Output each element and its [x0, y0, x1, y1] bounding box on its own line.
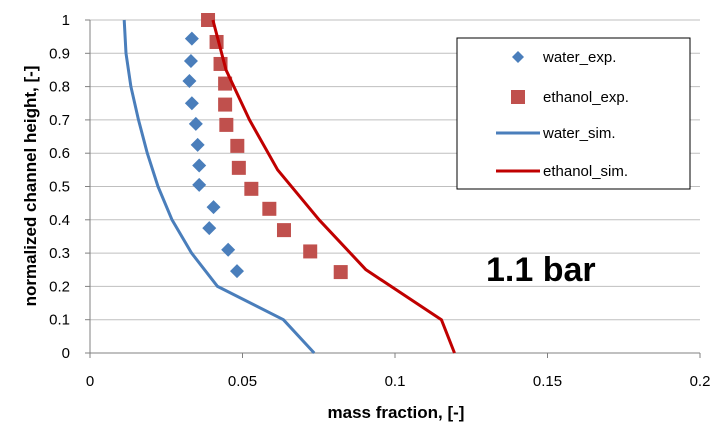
y-tick-label: 0.3: [49, 245, 70, 262]
data-point-diamond: [188, 116, 203, 131]
series-water-exp: [182, 31, 245, 279]
y-tick-label: 0.9: [49, 45, 70, 62]
data-point-diamond: [192, 177, 207, 192]
data-point-square: [218, 97, 233, 112]
legend-square-swatch: [511, 90, 525, 104]
data-point-diamond: [184, 96, 199, 111]
data-point-diamond: [190, 137, 205, 152]
series-line: [211, 19, 456, 354]
data-point-square: [231, 160, 246, 175]
data-point-square: [230, 138, 245, 153]
data-point-square: [333, 265, 348, 280]
data-point-square: [303, 244, 318, 259]
legend-diamond-swatch: [512, 51, 524, 63]
data-point-diamond: [206, 200, 221, 215]
data-point-diamond: [184, 31, 199, 46]
data-point-square: [201, 13, 216, 27]
legend-item: water_sim.: [496, 125, 616, 142]
series-ethanol-sim: [211, 19, 456, 354]
legend-label: water_sim.: [542, 125, 616, 142]
pressure-annotation: 1.1 bar: [486, 251, 596, 289]
data-point-diamond: [182, 73, 197, 88]
axes-layer: 0 0.1 0.2 0.3 0.4 0.5 0.6 0.7 0.8 0.9 1 0 0.05 0.1 0.1…: [49, 12, 710, 390]
y-tick-label: 0.8: [49, 79, 70, 96]
data-point-diamond: [183, 53, 198, 68]
data-point-square: [262, 201, 277, 216]
legend-label: ethanol_sim.: [543, 163, 628, 180]
data-point-diamond: [192, 158, 207, 173]
x-axis-title: mass fraction, [-]: [328, 403, 465, 422]
y-tick-label: 0.1: [49, 312, 70, 329]
y-tick-label: 0.2: [49, 278, 70, 295]
y-axis-title: normalized channel height, [-]: [21, 66, 40, 307]
series-water-sim: [122, 19, 316, 355]
legend-label: water_exp.: [542, 49, 616, 66]
legend-item: water_exp.: [512, 49, 616, 66]
series-line: [122, 19, 316, 355]
y-tick-label: 0.6: [49, 145, 70, 162]
y-tick-label: 0.4: [49, 212, 70, 229]
data-point-square: [244, 181, 259, 196]
x-tick-label: 0.2: [690, 373, 711, 390]
legend-item: ethanol_sim.: [496, 163, 628, 180]
legend: water_exp. ethanol_exp. water_sim. ethanol_…: [456, 37, 691, 190]
data-point-diamond: [230, 264, 245, 279]
legend-box: [456, 37, 691, 190]
x-tick-label: 0: [86, 373, 94, 390]
data-point-square: [219, 117, 234, 132]
y-tick-label: 0: [62, 345, 70, 362]
series-ethanol-exp: [201, 13, 348, 280]
x-tick-label: 0.15: [533, 373, 562, 390]
y-tick-label: 0.5: [49, 179, 70, 196]
y-tick-label: 1: [62, 12, 70, 29]
data-point-square: [276, 223, 291, 238]
data-point-square: [218, 76, 233, 91]
data-point-diamond: [221, 242, 236, 257]
x-tick-label: 0.1: [385, 373, 406, 390]
x-tick-label: 0.05: [228, 373, 257, 390]
legend-label: ethanol_exp.: [543, 89, 629, 106]
y-tick-label: 0.7: [49, 112, 70, 129]
data-point-diamond: [202, 221, 217, 236]
series-layer: [122, 13, 456, 355]
legend-item: ethanol_exp.: [511, 89, 629, 106]
